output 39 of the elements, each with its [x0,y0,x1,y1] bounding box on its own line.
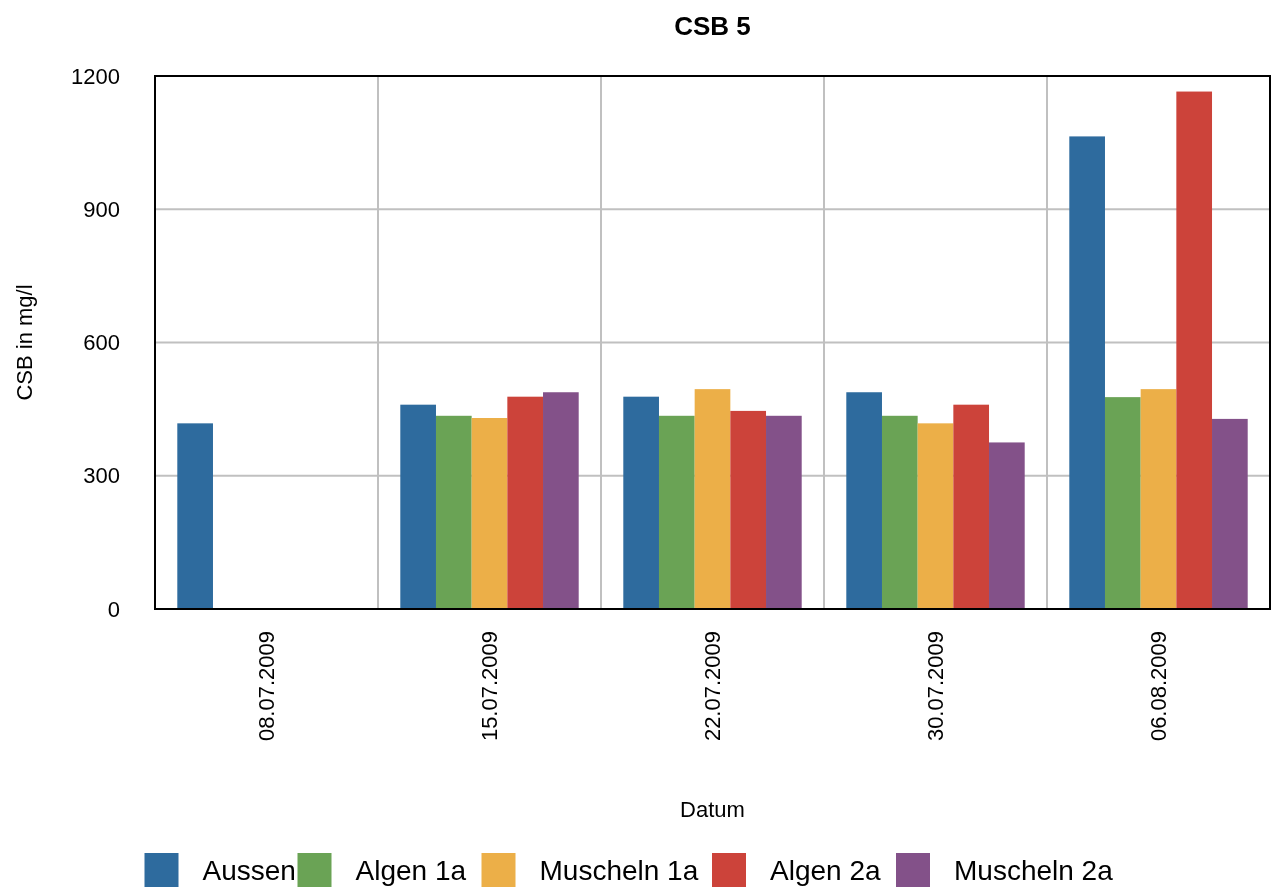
x-tick-label: 30.07.2009 [923,631,949,742]
bar [471,418,508,609]
y-tick-label: 900 [83,196,120,222]
bar [658,415,695,609]
y-tick-label: 600 [83,330,120,356]
bar [917,423,954,609]
bar [846,392,882,609]
legend-label: Muscheln 1a [539,854,699,886]
bar [1069,136,1105,609]
bar [623,396,659,609]
bar [1140,389,1177,609]
y-tick-label: 300 [83,463,120,489]
bar [989,442,1025,609]
chart-title: CSB 5 [674,11,751,41]
x-tick-label: 08.07.2009 [254,631,280,742]
bar [400,404,436,609]
legend-label: Muscheln 2a [954,854,1114,886]
bar [1212,418,1248,609]
bar [1176,91,1213,609]
bar [543,392,579,609]
x-tick-label: 22.07.2009 [700,631,726,742]
bar [507,396,544,609]
x-tick-label: 15.07.2009 [477,631,503,742]
bar [730,410,767,609]
legend-label: Algen 1a [355,854,467,886]
legend-label: Algen 2a [770,854,881,886]
y-axis-title: CSB in mg/l [12,284,37,401]
x-axis-title: Datum [680,797,745,822]
bar [177,423,213,609]
bar [881,415,918,609]
y-tick-label: 0 [107,596,120,622]
y-tick-label: 1200 [71,63,120,89]
bar [953,404,990,609]
bar [766,415,802,609]
bar [1104,397,1141,609]
bar [435,415,472,609]
legend-label: Aussen [202,854,296,886]
bar [694,389,731,609]
x-tick-label: 06.08.2009 [1146,631,1172,742]
